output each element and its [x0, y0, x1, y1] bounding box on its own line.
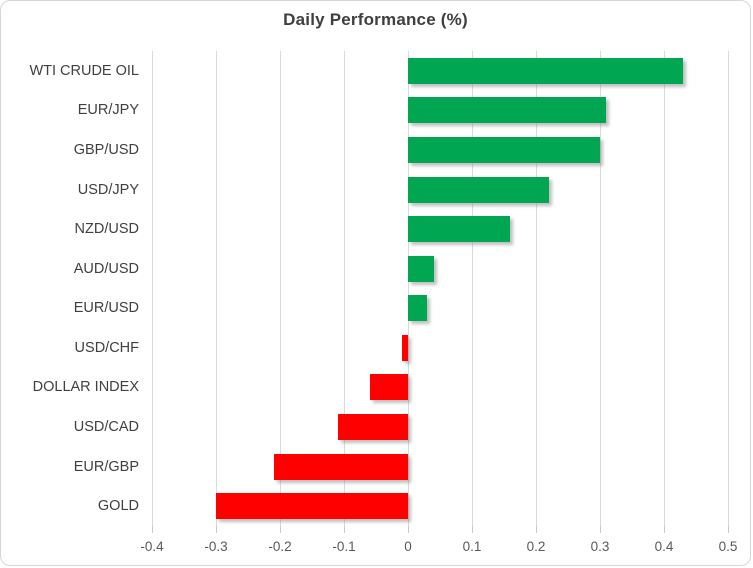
- gridline: [280, 51, 281, 526]
- gridline: [152, 51, 153, 526]
- category-label: USD/CAD: [73, 418, 139, 435]
- x-tick-label: 0.5: [718, 539, 738, 554]
- bar-usd-chf: [401, 334, 408, 361]
- x-tick-label: -0.2: [268, 539, 292, 554]
- x-tick-label: 0.1: [462, 539, 482, 554]
- category-label: DOLLAR INDEX: [32, 379, 139, 396]
- chart-title: Daily Performance (%): [283, 10, 468, 29]
- gridline: [600, 51, 601, 526]
- x-tick: [152, 526, 153, 533]
- bar-wti-crude-oil: [408, 57, 684, 84]
- gridline: [408, 51, 409, 526]
- x-tick: [536, 526, 537, 533]
- gridline: [344, 51, 345, 526]
- category-label: USD/CHF: [74, 339, 139, 356]
- category-label: GBP/USD: [73, 141, 139, 158]
- x-tick-label: 0.4: [654, 539, 674, 554]
- bar-usd-jpy: [408, 176, 549, 203]
- x-tick: [664, 526, 665, 533]
- bar-gbp-usd: [408, 136, 600, 163]
- gridline: [536, 51, 537, 526]
- bar-aud-usd: [408, 255, 434, 282]
- category-label: GOLD: [97, 497, 139, 514]
- x-tick: [280, 526, 281, 533]
- category-label: EUR/GBP: [73, 458, 139, 475]
- x-tick-label: 0.2: [526, 539, 546, 554]
- plot-area: [152, 51, 729, 526]
- x-tick: [728, 526, 729, 533]
- x-tick: [408, 526, 409, 533]
- bar-dollar-index: [369, 374, 408, 401]
- category-label: EUR/USD: [73, 300, 139, 317]
- category-label: USD/JPY: [77, 181, 139, 198]
- x-tick-label: -0.3: [204, 539, 228, 554]
- bar-eur-gbp: [273, 453, 408, 480]
- x-tick: [344, 526, 345, 533]
- bar-eur-usd: [408, 295, 428, 322]
- category-label: WTI CRUDE OIL: [29, 62, 139, 79]
- x-tick: [600, 526, 601, 533]
- gridline: [216, 51, 217, 526]
- gridline: [472, 51, 473, 526]
- category-axis: WTI CRUDE OIL EUR/JPY GBP/USD USD/JPY NZD/US…: [1, 51, 139, 526]
- bar-eur-jpy: [408, 97, 607, 124]
- x-tick-label: 0.3: [590, 539, 610, 554]
- bar-nzd-usd: [408, 216, 511, 243]
- gridline: [728, 51, 729, 526]
- category-label: AUD/USD: [73, 260, 139, 277]
- bar-usd-cad: [337, 414, 408, 441]
- x-tick-label: 0: [404, 539, 412, 554]
- x-tick-label: -0.4: [140, 539, 164, 554]
- gridline: [664, 51, 665, 526]
- bar-gold: [216, 493, 408, 520]
- x-tick: [216, 526, 217, 533]
- category-label: NZD/USD: [74, 220, 139, 237]
- category-label: EUR/JPY: [77, 102, 139, 119]
- x-tick: [472, 526, 473, 533]
- x-tick-label: -0.1: [332, 539, 356, 554]
